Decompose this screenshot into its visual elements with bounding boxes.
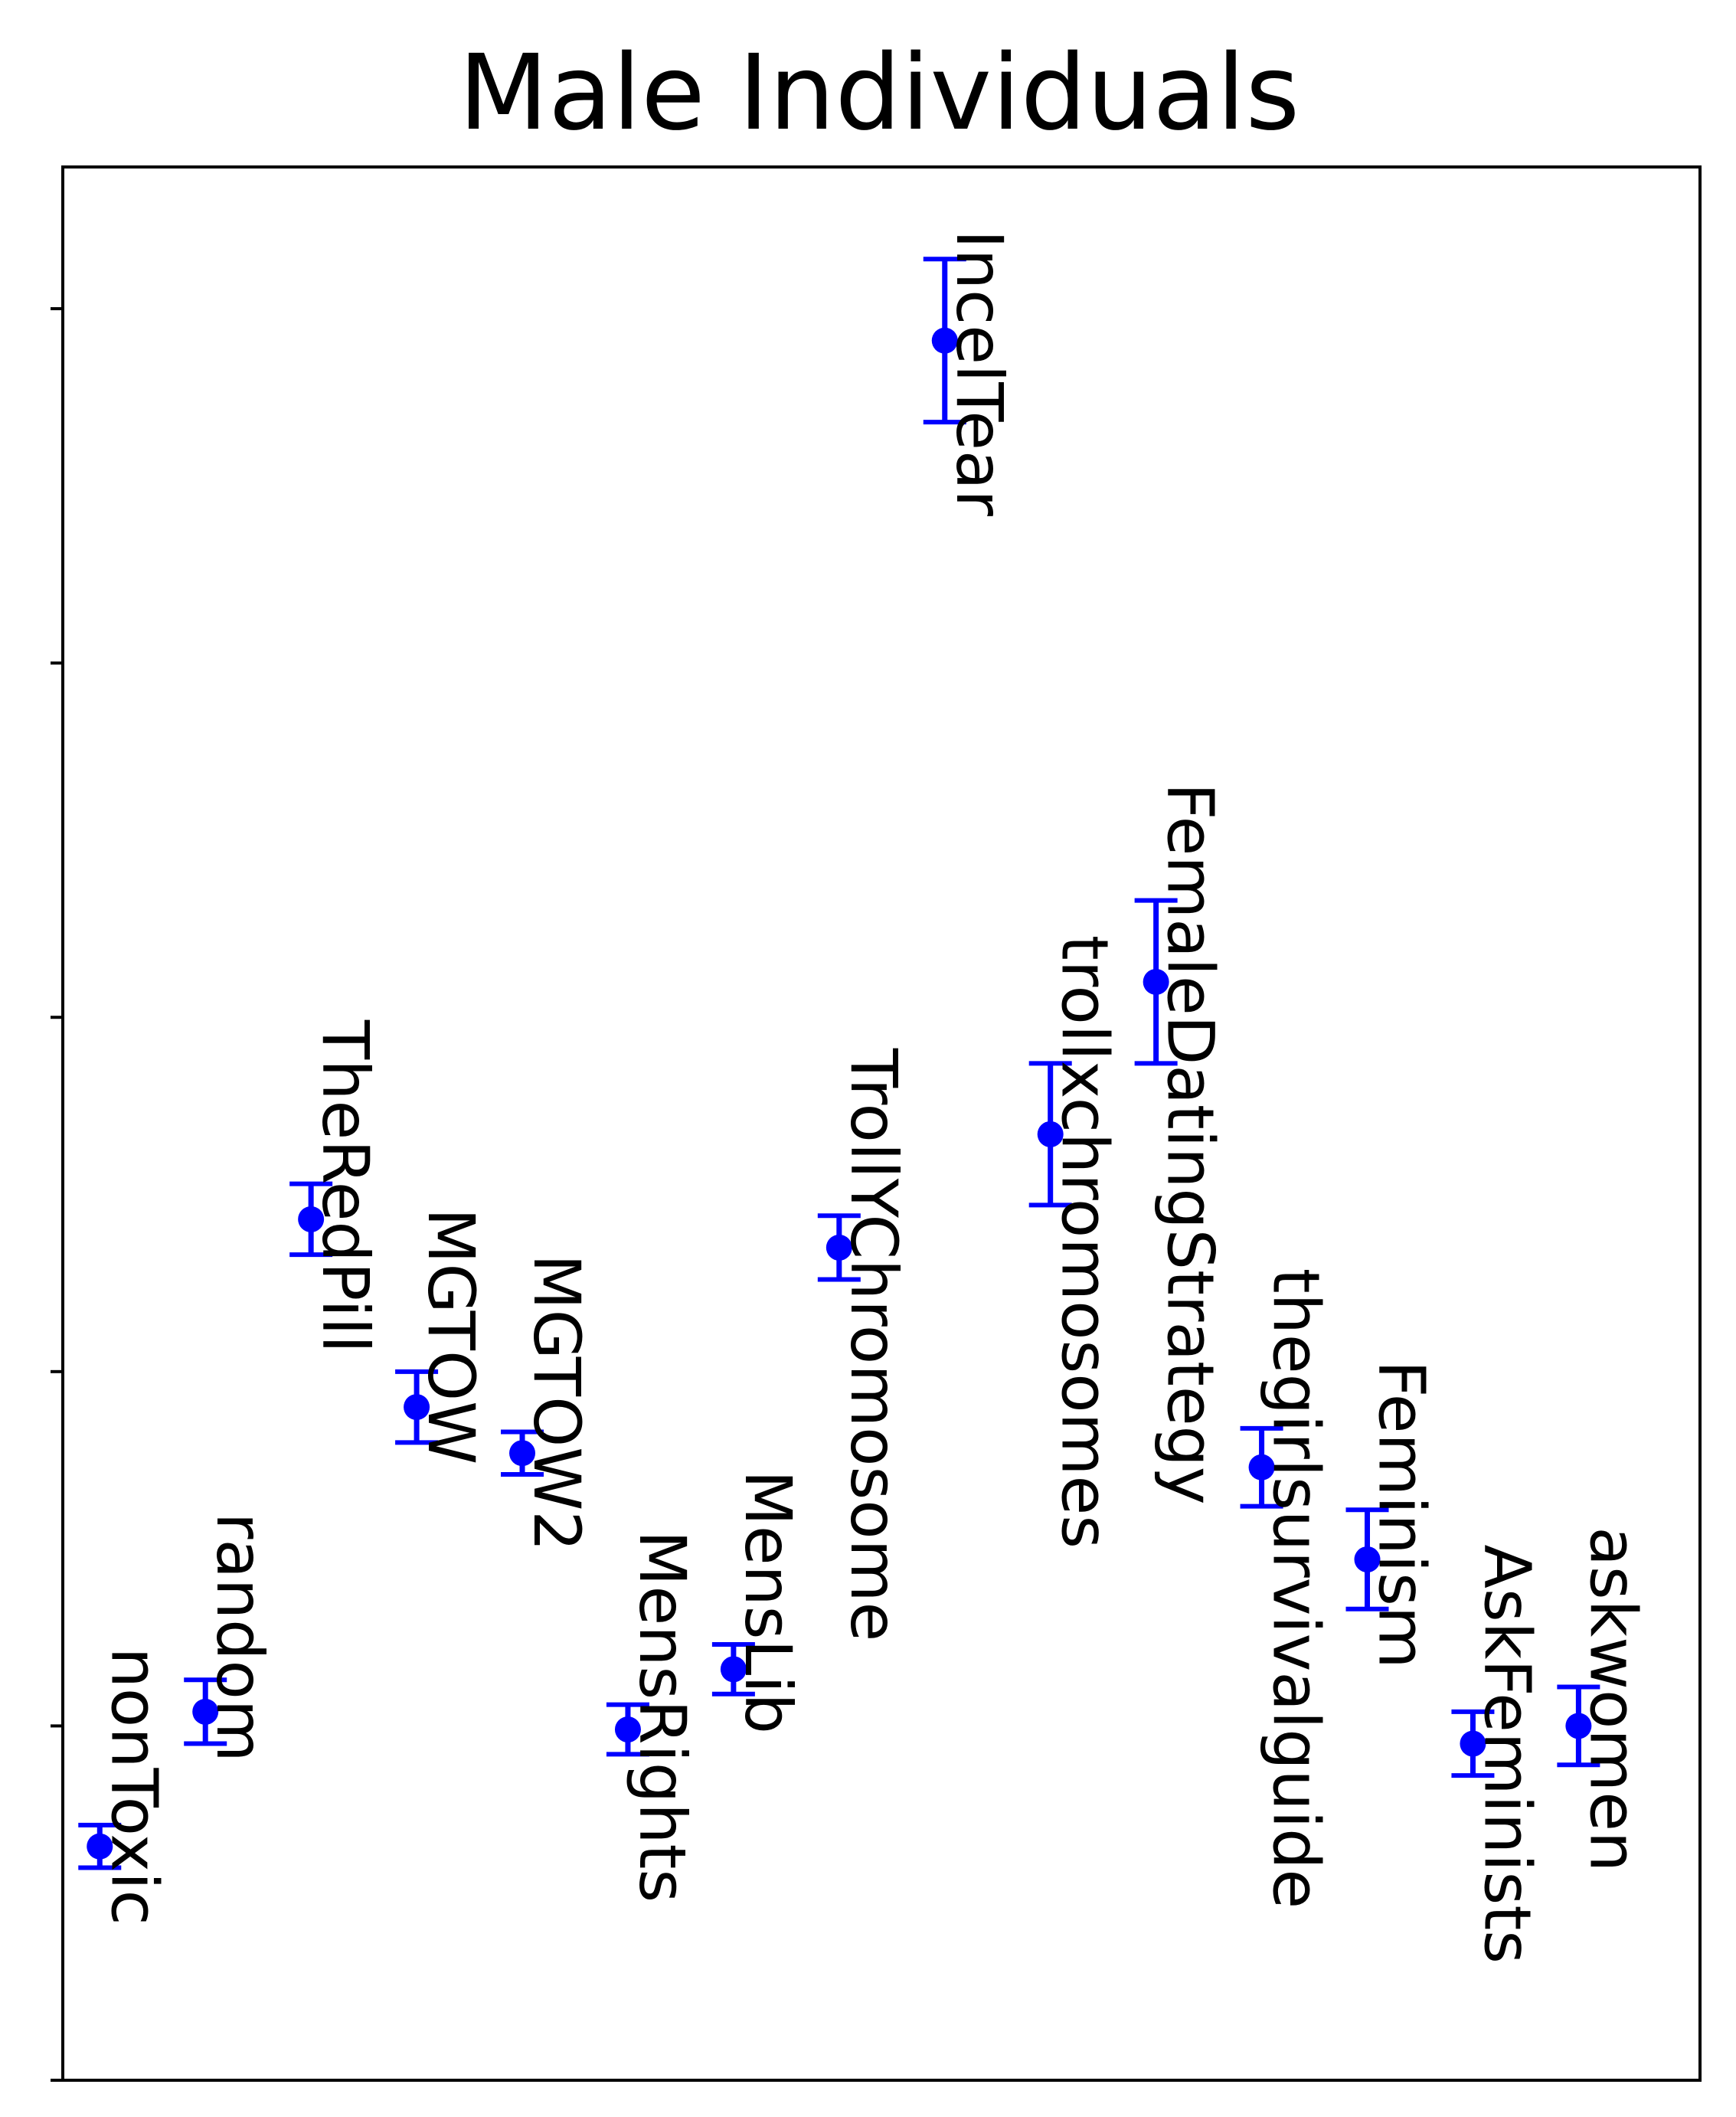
errorbar-point-random xyxy=(184,1677,227,1746)
data-point xyxy=(825,1234,852,1261)
data-point xyxy=(404,1394,430,1421)
point-label-thegirlsurvivalguide: thegirlsurvivalguide xyxy=(1259,1268,1334,1909)
errorbar-point-TrollYChromosome xyxy=(817,1213,861,1282)
data-point xyxy=(192,1698,219,1725)
errorbar-point-trollxchromosomes xyxy=(1028,1061,1072,1208)
point-label-Feminism: Feminism xyxy=(1365,1360,1440,1669)
data-point xyxy=(87,1833,113,1860)
point-label-IncelTear: IncelTear xyxy=(942,230,1017,516)
plot-area-frame xyxy=(61,165,1702,2082)
errorbar-point-TheRedPill xyxy=(289,1181,333,1258)
errorbar-point-MGTOW2 xyxy=(501,1429,544,1477)
errorbar-point-IncelTear xyxy=(923,257,966,425)
point-label-trollxchromosomes: trollxchromosomes xyxy=(1048,935,1123,1549)
y-axis-ticks xyxy=(51,307,63,2082)
errorbar-point-AskFeminists xyxy=(1451,1709,1495,1778)
data-point xyxy=(1460,1730,1486,1757)
point-label-MGTOW: MGTOW xyxy=(414,1208,489,1464)
point-label-MGTOW2: MGTOW2 xyxy=(519,1254,594,1552)
data-point xyxy=(1037,1121,1064,1147)
data-point xyxy=(1565,1713,1592,1739)
errorbar-point-askwomen xyxy=(1557,1684,1600,1768)
data-point xyxy=(931,327,958,354)
data-point xyxy=(1248,1454,1275,1481)
errorbar-point-thegirlsurvivalguide xyxy=(1240,1425,1283,1509)
errorbar-point-MGTOW xyxy=(395,1369,439,1445)
errorbar-point-Feminism xyxy=(1345,1507,1389,1611)
point-label-random: random xyxy=(202,1513,277,1762)
point-label-MensLib: MensLib xyxy=(731,1470,806,1734)
data-point xyxy=(1354,1546,1381,1572)
point-label-TheRedPill: TheRedPill xyxy=(308,1019,383,1353)
point-label-AskFeminists: AskFeminists xyxy=(1470,1545,1545,1964)
errorbar-point-FemaleDatingStrategy xyxy=(1134,898,1178,1066)
data-point xyxy=(298,1206,325,1232)
point-label-FemaleDatingStrategy: FemaleDatingStrategy xyxy=(1153,783,1228,1505)
errorbar-point-MensRights xyxy=(606,1702,649,1757)
data-labels: nonToxic random TheRedPill MGTOW MGTOW2 MensR… xyxy=(96,230,1650,1964)
data-point xyxy=(509,1440,536,1467)
errorbar-point-MensLib xyxy=(711,1642,755,1697)
data-point xyxy=(720,1656,747,1683)
errorbar-point-nonToxic xyxy=(78,1822,122,1870)
point-label-MensRights: MensRights xyxy=(625,1530,700,1903)
point-label-askwomen: askwomen xyxy=(1575,1526,1650,1872)
point-label-TrollYChromosome: TrollYChromosome xyxy=(836,1048,911,1641)
point-label-nonToxic: nonToxic xyxy=(96,1647,172,1926)
data-point xyxy=(1143,968,1169,995)
data-marks xyxy=(78,257,1600,1870)
chart-title: Male Individuals xyxy=(459,33,1300,154)
data-point xyxy=(614,1716,641,1743)
